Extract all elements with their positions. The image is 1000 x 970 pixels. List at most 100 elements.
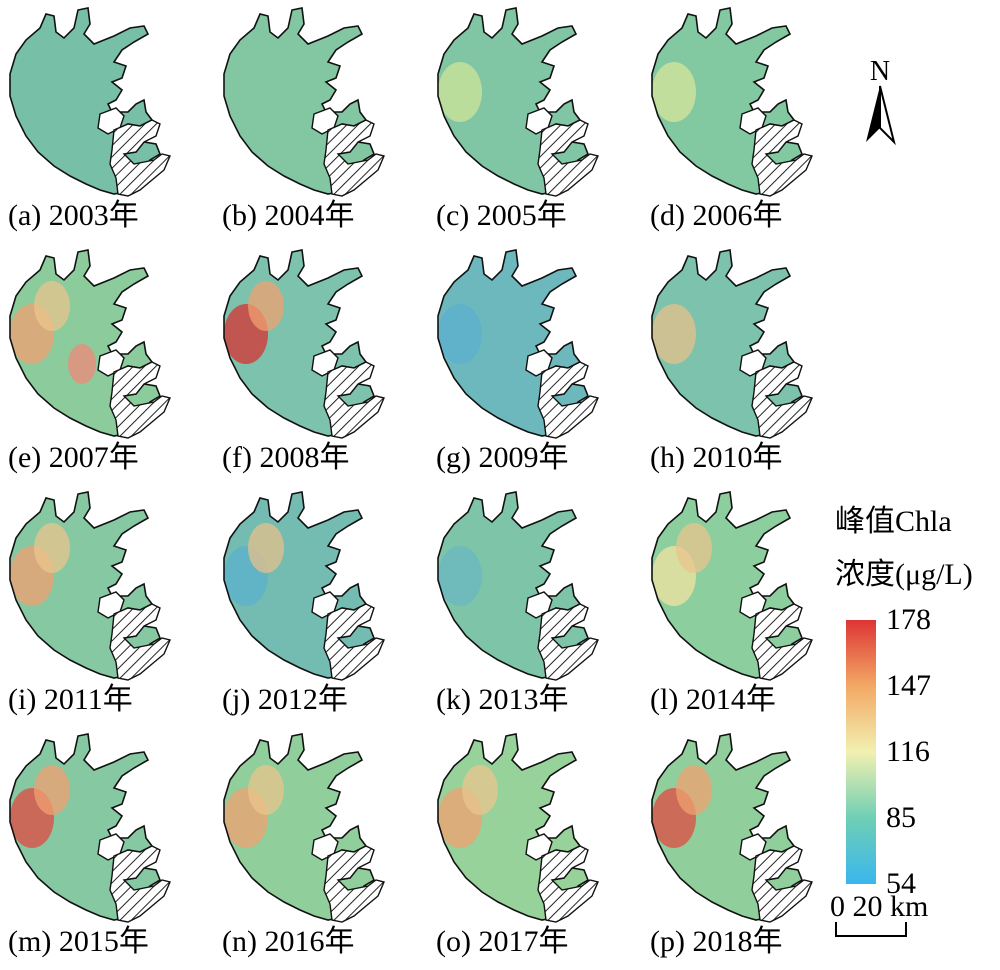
lake-map bbox=[651, 733, 813, 923]
lake-outline bbox=[223, 491, 375, 679]
legend-tick-label: 178 bbox=[886, 603, 931, 636]
panel-caption: (d) 2006年 bbox=[650, 199, 783, 232]
lake-map bbox=[223, 7, 385, 197]
map-panel: (g) 2009年 bbox=[432, 246, 642, 486]
excluded-bay-hatch bbox=[109, 603, 171, 681]
lake-map bbox=[223, 249, 385, 439]
north-label: N bbox=[870, 56, 890, 87]
chla-hotspot bbox=[438, 304, 482, 364]
chla-hotspot bbox=[248, 523, 284, 573]
panel-caption: (c) 2005年 bbox=[436, 199, 567, 232]
lake-map bbox=[651, 7, 813, 197]
excluded-bay-hatch bbox=[751, 119, 813, 197]
panel-caption: (p) 2018年 bbox=[650, 925, 783, 958]
chla-hotspot bbox=[438, 62, 482, 122]
map-panel: (e) 2007年 bbox=[4, 246, 214, 486]
legend-tick-label: 147 bbox=[886, 669, 931, 702]
lake-outline bbox=[651, 491, 803, 679]
scale-bar bbox=[835, 922, 907, 937]
map-panel: (n) 2016年 bbox=[218, 730, 428, 970]
lake-outline bbox=[651, 7, 803, 195]
scale-bar-line bbox=[835, 922, 907, 937]
chla-hotspot bbox=[34, 523, 70, 573]
excluded-bay-hatch bbox=[109, 361, 171, 439]
chla-hotspot bbox=[438, 546, 482, 606]
chla-hotspot bbox=[676, 523, 712, 573]
map-panel: (m) 2015年 bbox=[4, 730, 214, 970]
chla-hotspot bbox=[676, 765, 712, 815]
panel-caption: (g) 2009年 bbox=[436, 441, 569, 474]
chla-hotspot bbox=[248, 765, 284, 815]
excluded-bay-hatch bbox=[751, 361, 813, 439]
panel-caption: (i) 2011年 bbox=[8, 683, 133, 716]
lake-outline bbox=[9, 249, 161, 437]
lake-outline bbox=[223, 7, 375, 195]
map-panel: (a) 2003年 bbox=[4, 4, 214, 244]
lake-map bbox=[437, 249, 599, 439]
excluded-bay-hatch bbox=[109, 845, 171, 923]
lake-map bbox=[651, 249, 813, 439]
panel-caption: (m) 2015年 bbox=[8, 925, 149, 958]
excluded-bay-hatch bbox=[323, 361, 385, 439]
lake-outline bbox=[437, 249, 589, 437]
excluded-bay-hatch bbox=[751, 845, 813, 923]
chla-hotspot bbox=[652, 62, 696, 122]
excluded-bay-hatch bbox=[537, 603, 599, 681]
excluded-bay-hatch bbox=[537, 119, 599, 197]
lake-outline bbox=[651, 733, 803, 921]
lake-map bbox=[9, 7, 171, 197]
lake-outline bbox=[437, 733, 589, 921]
excluded-bay-hatch bbox=[537, 361, 599, 439]
chla-hotspot bbox=[652, 304, 696, 364]
lake-map bbox=[9, 733, 171, 923]
lake-map bbox=[437, 491, 599, 681]
chla-hotspot bbox=[462, 765, 498, 815]
panel-caption: (n) 2016年 bbox=[222, 925, 355, 958]
excluded-bay-hatch bbox=[323, 119, 385, 197]
panel-caption: (h) 2010年 bbox=[650, 441, 783, 474]
lake-map bbox=[437, 7, 599, 197]
legend-tick-label: 54 bbox=[886, 867, 916, 900]
panel-caption: (e) 2007年 bbox=[8, 441, 139, 474]
lake-map bbox=[651, 491, 813, 681]
map-panel: (p) 2018年 bbox=[646, 730, 856, 970]
legend-title-line2: 浓度(μg/L) bbox=[835, 558, 973, 591]
map-panel: (b) 2004年 bbox=[218, 4, 428, 244]
map-panel: (j) 2012年 bbox=[218, 488, 428, 728]
lake-outline bbox=[651, 249, 803, 437]
map-panel: (l) 2014年 bbox=[646, 488, 856, 728]
map-panel: (i) 2011年 bbox=[4, 488, 214, 728]
panel-caption: (o) 2017年 bbox=[436, 925, 569, 958]
excluded-bay-hatch bbox=[323, 603, 385, 681]
panel-caption: (k) 2013年 bbox=[436, 683, 569, 716]
lake-map bbox=[9, 491, 171, 681]
lake-outline bbox=[223, 733, 375, 921]
excluded-bay-hatch bbox=[537, 845, 599, 923]
panel-caption: (l) 2014年 bbox=[650, 683, 776, 716]
lake-map bbox=[223, 733, 385, 923]
chla-hotspot bbox=[68, 344, 96, 384]
legend-title-line1: 峰值Chla bbox=[835, 505, 952, 538]
excluded-bay-hatch bbox=[751, 603, 813, 681]
panel-caption: (f) 2008年 bbox=[222, 441, 350, 474]
north-arrow-right bbox=[879, 85, 896, 146]
lake-map bbox=[223, 491, 385, 681]
panel-caption: (a) 2003年 bbox=[8, 199, 139, 232]
panel-caption: (j) 2012年 bbox=[222, 683, 348, 716]
legend-colorbar bbox=[846, 620, 876, 884]
north-arrow-left bbox=[866, 86, 880, 142]
map-panel: (k) 2013年 bbox=[432, 488, 642, 728]
lake-outline bbox=[437, 7, 589, 195]
lake-outline bbox=[9, 491, 161, 679]
chla-hotspot bbox=[34, 765, 70, 815]
excluded-bay-hatch bbox=[109, 119, 171, 197]
legend-tick-label: 116 bbox=[886, 735, 930, 768]
lake-outline bbox=[223, 249, 375, 437]
map-panel: (f) 2008年 bbox=[218, 246, 428, 486]
lake-map bbox=[437, 733, 599, 923]
lake-outline bbox=[9, 7, 161, 195]
map-panel: (o) 2017年 bbox=[432, 730, 642, 970]
excluded-bay-hatch bbox=[323, 845, 385, 923]
map-panel: (c) 2005年 bbox=[432, 4, 642, 244]
panel-caption: (b) 2004年 bbox=[222, 199, 355, 232]
